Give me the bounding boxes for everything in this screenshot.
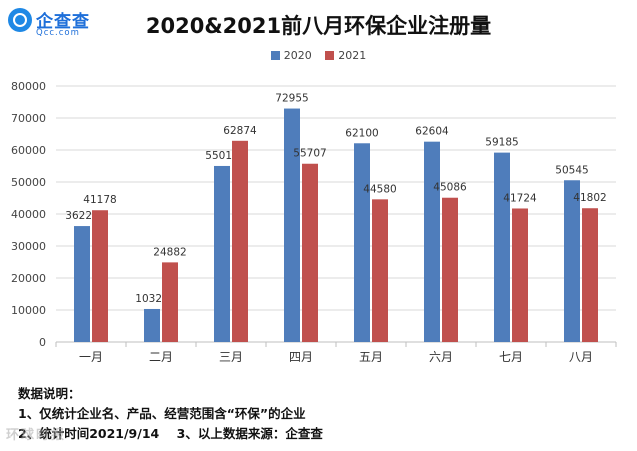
legend-label-2021: 2021: [338, 49, 367, 62]
bar-2021-4: [302, 163, 318, 342]
legend-item-2020: 2020: [270, 49, 312, 62]
data-label-2020-7: 59185: [485, 137, 518, 149]
bar-2021-1: [92, 210, 108, 342]
x-tick-label: 五月: [359, 350, 383, 364]
data-label-2021-2: 24882: [153, 246, 186, 258]
bar-2020-1: [74, 226, 90, 342]
notes-line-2: 2、统计时间2021/9/14 3、以上数据来源：企查查: [18, 426, 323, 441]
x-tick-label: 二月: [149, 350, 173, 364]
y-tick-label: 10000: [11, 304, 46, 317]
legend-swatch-2020: [270, 51, 280, 60]
data-label-2021-6: 45086: [433, 182, 467, 194]
bar-2020-3: [214, 165, 230, 342]
x-tick-label: 八月: [569, 350, 593, 364]
bar-2021-5: [372, 199, 388, 342]
bar-2020-5: [354, 143, 370, 342]
y-tick-label: 30000: [11, 240, 46, 253]
data-label-2020-5: 62100: [345, 127, 378, 139]
data-label-2020-1: 36229: [65, 210, 98, 222]
data-label-2021-4: 55707: [293, 148, 326, 160]
y-tick-label: 60000: [11, 144, 46, 157]
data-label-2021-7: 41724: [503, 192, 537, 204]
y-tick-label: 0: [39, 336, 46, 349]
bar-2020-4: [284, 108, 300, 342]
data-label-2020-6: 62604: [415, 126, 449, 138]
bar-2021-3: [232, 140, 248, 342]
y-tick-label: 80000: [11, 80, 46, 93]
data-notes: 数据说明： 1、仅统计企业名、产品、经营范围含“环保”的企业 2、统计时间202…: [18, 384, 323, 444]
bar-2020-6: [424, 141, 440, 342]
bar-2020-8: [564, 180, 580, 342]
data-label-2021-5: 44580: [363, 183, 396, 195]
y-tick-label: 20000: [11, 272, 46, 285]
chart-title: 2020&2021前八月环保企业注册量: [145, 14, 492, 38]
data-label-2020-2: 10322: [135, 293, 168, 305]
x-tick-label: 七月: [499, 350, 523, 364]
notes-heading: 数据说明：: [18, 386, 81, 401]
x-tick-label: 三月: [219, 350, 243, 364]
notes-line-1: 1、仅统计企业名、产品、经营范围含“环保”的企业: [18, 406, 306, 421]
bar-2021-2: [162, 262, 178, 342]
data-label-2020-4: 72955: [275, 93, 308, 105]
y-tick-label: 50000: [11, 176, 46, 189]
y-tick-label: 70000: [11, 112, 46, 125]
watermark: 环球时报: [6, 428, 67, 443]
bar-2021-6: [442, 197, 458, 342]
legend-item-2021: 2021: [325, 49, 366, 62]
x-tick-label: 一月: [79, 350, 103, 364]
legend-label-2020: 2020: [283, 49, 312, 62]
data-label-2020-3: 55013: [205, 150, 238, 162]
bar-2020-2: [144, 308, 160, 342]
logo-domain: Qcc.com: [36, 28, 80, 38]
legend-swatch-2021: [325, 51, 335, 60]
chart-legend: 2020 2021: [0, 49, 637, 62]
data-label-2021-8: 41802: [573, 192, 606, 204]
x-tick-label: 四月: [289, 350, 313, 364]
bar-2021-7: [512, 208, 528, 342]
qcc-logo-icon: [8, 8, 32, 32]
logo-name: 企查查: [36, 12, 90, 32]
qcc-logo: 企查查 Qcc.com: [6, 5, 106, 41]
data-label-2020-8: 50545: [555, 164, 588, 176]
data-label-2021-3: 62874: [223, 125, 257, 137]
x-tick-label: 六月: [429, 350, 453, 364]
data-label-2021-1: 41178: [83, 194, 116, 206]
bar-2021-8: [582, 208, 598, 342]
y-tick-label: 40000: [11, 208, 46, 221]
bar-2020-7: [494, 152, 510, 342]
